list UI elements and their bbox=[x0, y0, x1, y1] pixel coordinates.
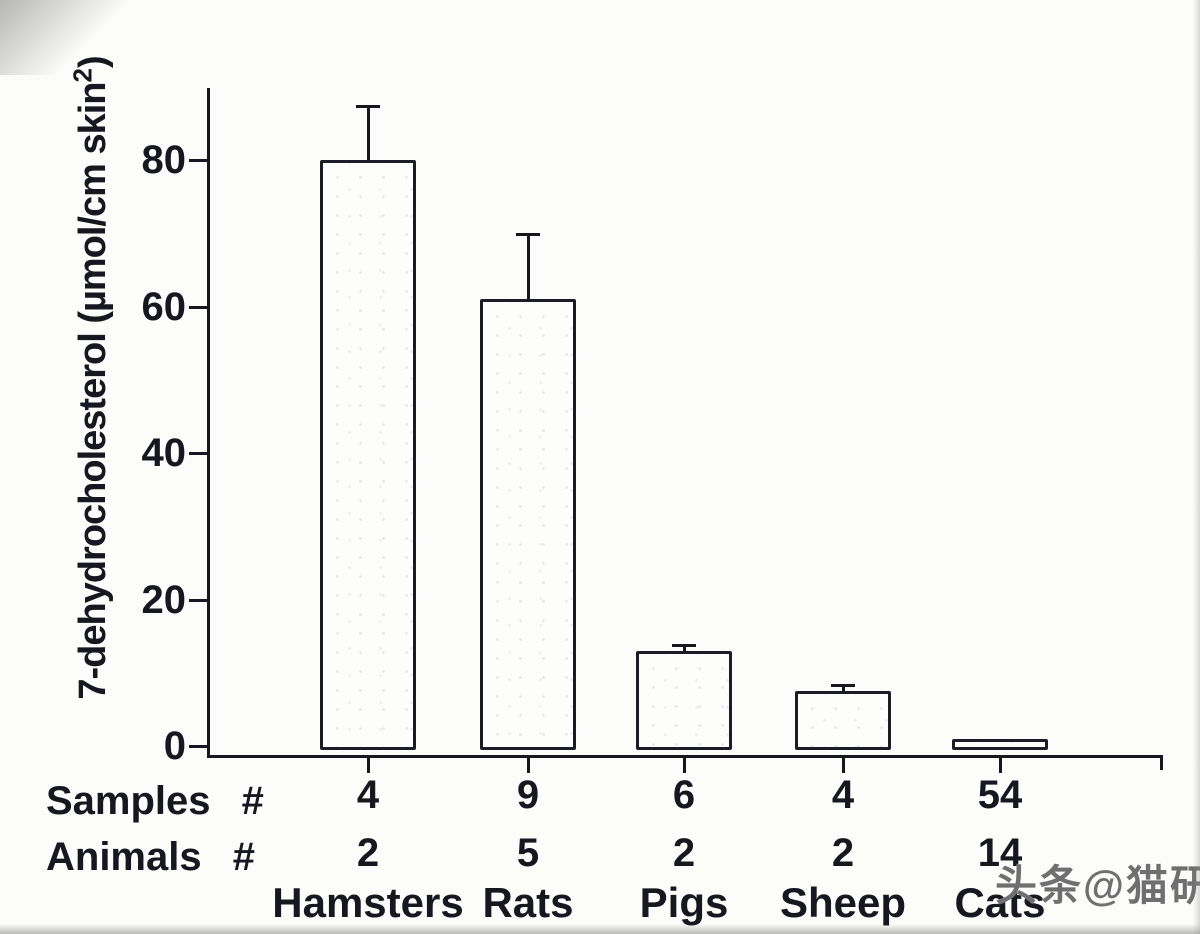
x-axis-end-tick bbox=[1160, 755, 1163, 770]
error-bar-cap-sheep bbox=[831, 684, 855, 687]
bar-cats bbox=[952, 739, 1048, 750]
error-bar-cap-rats bbox=[516, 233, 540, 236]
animals-count-cats: 14 bbox=[977, 831, 1023, 875]
error-bar-cap-hamsters bbox=[356, 105, 380, 108]
x-tick-cats bbox=[999, 758, 1002, 773]
y-tick-60 bbox=[189, 306, 207, 309]
samples-count-cats: 54 bbox=[977, 773, 1023, 817]
samples-count-sheep: 4 bbox=[831, 773, 855, 817]
error-bar-cap-pigs bbox=[672, 644, 696, 647]
animals-count-pigs: 2 bbox=[672, 831, 696, 875]
bar-pigs bbox=[636, 651, 732, 750]
category-label-rats: Rats bbox=[482, 879, 574, 926]
samples-count-rats: 9 bbox=[516, 773, 540, 817]
x-tick-pigs bbox=[683, 758, 686, 773]
x-tick-rats bbox=[527, 758, 530, 773]
y-tick-label-60: 60 bbox=[141, 285, 187, 329]
y-tick-label-40: 40 bbox=[141, 431, 187, 475]
y-tick-label-0: 0 bbox=[163, 724, 186, 768]
bar-sheep bbox=[795, 691, 891, 750]
y-tick-label-20: 20 bbox=[141, 578, 187, 622]
y-tick-20 bbox=[189, 599, 207, 602]
samples-row-label: Samples # bbox=[46, 779, 264, 823]
y-tick-label-80: 80 bbox=[141, 138, 187, 182]
category-label-cats: Cats bbox=[954, 879, 1046, 926]
y-tick-80 bbox=[189, 159, 207, 162]
animals-count-rats: 5 bbox=[516, 831, 540, 875]
samples-count-hamsters: 4 bbox=[356, 773, 380, 817]
category-label-hamsters: Hamsters bbox=[272, 879, 464, 926]
bar-rats bbox=[480, 299, 576, 750]
watermark: 头条@猫研所 bbox=[995, 862, 1200, 909]
category-label-sheep: Sheep bbox=[779, 879, 907, 926]
error-bar-stem-hamsters bbox=[367, 106, 370, 161]
animals-count-sheep: 2 bbox=[831, 831, 855, 875]
category-label-pigs: Pigs bbox=[639, 879, 729, 926]
samples-count-pigs: 6 bbox=[672, 773, 696, 817]
error-bar-stem-sheep bbox=[842, 685, 845, 691]
y-axis-line bbox=[207, 88, 210, 758]
x-tick-hamsters bbox=[367, 758, 370, 773]
error-bar-stem-rats bbox=[527, 234, 530, 300]
x-tick-sheep bbox=[842, 758, 845, 773]
animals-count-hamsters: 2 bbox=[356, 831, 380, 875]
animals-row-label: Animals # bbox=[46, 835, 255, 879]
error-bar-stem-pigs bbox=[683, 645, 686, 651]
x-axis-line bbox=[207, 755, 1163, 758]
bar-hamsters bbox=[320, 160, 416, 750]
y-tick-40 bbox=[189, 452, 207, 455]
y-tick-0 bbox=[189, 745, 207, 748]
